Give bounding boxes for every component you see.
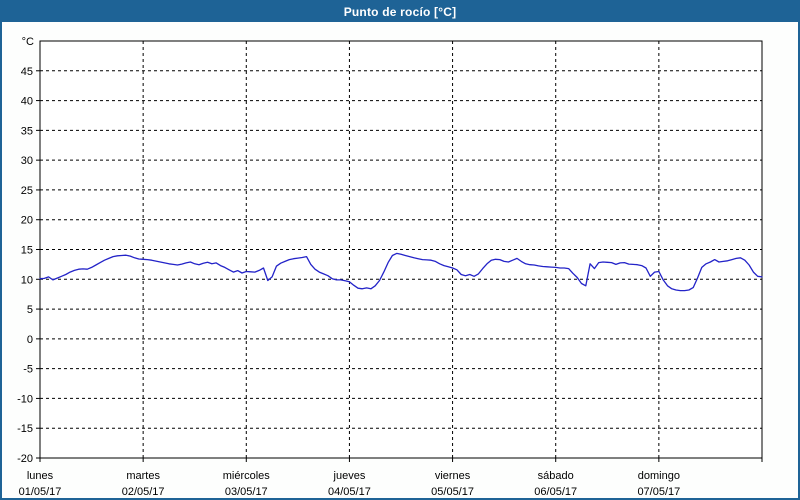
y-tick-label: 10	[21, 274, 33, 286]
day-name-label: domingo	[638, 470, 680, 482]
dewpoint-series-line	[39, 252, 763, 292]
y-tick-label: 25	[21, 185, 33, 197]
day-name-label: sábado	[538, 470, 574, 482]
day-name-label: miércoles	[223, 470, 271, 482]
y-tick-label: 20	[21, 215, 33, 227]
day-name-label: jueves	[333, 470, 366, 482]
y-tick-label: 30	[21, 155, 33, 167]
y-tick-label: 0	[27, 334, 33, 346]
y-tick-label: -5	[23, 364, 33, 376]
day-name-label: martes	[126, 470, 160, 482]
y-tick-label: -15	[17, 423, 33, 435]
y-gridlines	[40, 70, 762, 429]
y-tick-label: -10	[17, 393, 33, 405]
y-axis-labels: 45 40 35 30 25 20 15 10 5 0 -5 -10 -15 -20	[17, 66, 33, 465]
day-date-label: 07/05/17	[637, 486, 680, 498]
y-tick-label: -20	[17, 453, 33, 465]
day-date-label: 05/05/17	[431, 486, 474, 498]
y-tick-label: 15	[21, 245, 33, 257]
y-tick-label: 35	[21, 125, 33, 137]
y-unit-label: °C	[22, 36, 34, 48]
day-date-label: 03/05/17	[225, 486, 268, 498]
day-name-label: lunes	[27, 470, 54, 482]
day-date-label: 04/05/17	[328, 486, 371, 498]
y-tick-label: 45	[21, 66, 33, 78]
day-date-label: 02/05/17	[122, 486, 165, 498]
y-tick-label: 40	[21, 96, 33, 108]
dewpoint-chart: 45 40 35 30 25 20 15 10 5 0 -5 -10 -15 -20 lunes 01/05/…	[17, 36, 763, 498]
chart-area: 45 40 35 30 25 20 15 10 5 0 -5 -10 -15 -20 lunes 01/05/…	[2, 22, 798, 498]
y-tick-label: 5	[27, 304, 33, 316]
day-name-label: viernes	[435, 470, 471, 482]
day-date-label: 01/05/17	[19, 486, 62, 498]
day-date-label: 06/05/17	[534, 486, 577, 498]
axis-ticks	[36, 70, 763, 462]
x-axis-labels: lunes 01/05/17 martes 02/05/17 miércoles 03/0…	[19, 470, 681, 498]
chart-title-bar: Punto de rocío [°C]	[2, 2, 798, 22]
